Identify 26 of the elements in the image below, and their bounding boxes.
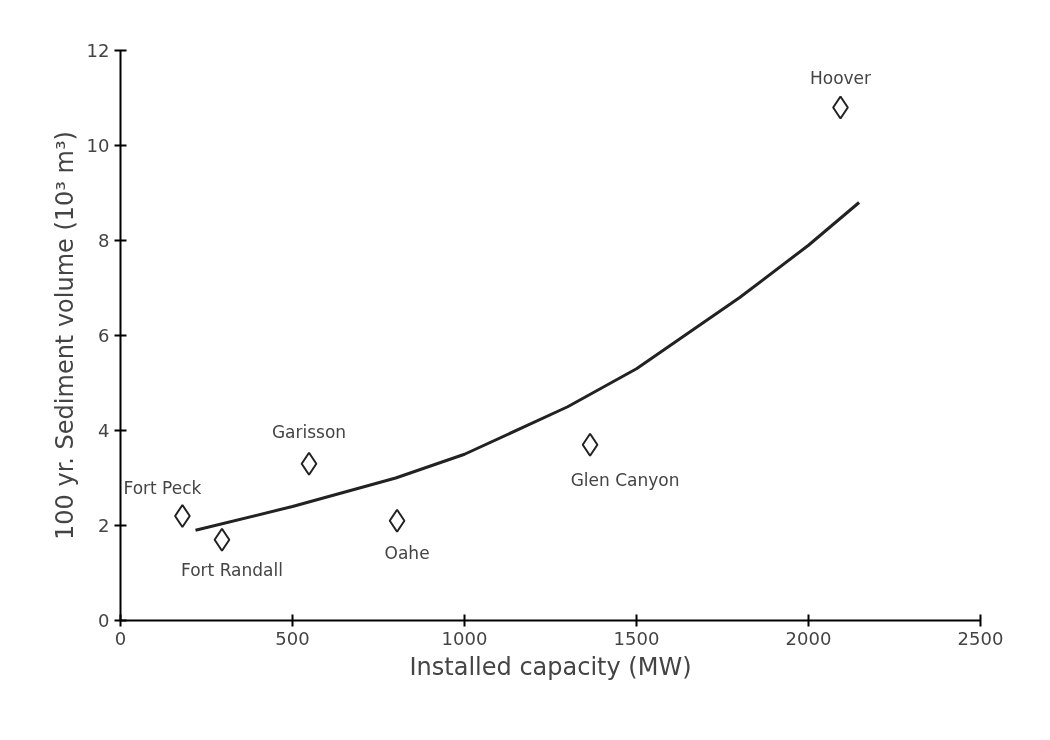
annotation: Oahe — [384, 542, 430, 563]
y-axis-title: 100 yr. Sediment volume (10³ m³) — [50, 131, 79, 540]
x-tick-label: 0 — [114, 627, 127, 649]
point — [388, 508, 406, 533]
y-tick-label: 6 — [98, 325, 110, 346]
annotation: Fort Randall — [181, 559, 283, 580]
x-tick-label: 2000 — [785, 627, 832, 649]
annotation: Hoover — [809, 67, 872, 88]
point — [213, 527, 231, 552]
y-tick-label: 8 — [98, 230, 110, 251]
x-tick-label: 2500 — [957, 627, 1004, 649]
x-tick-label: 500 — [275, 627, 310, 649]
x-tick-label: 1000 — [441, 627, 488, 649]
annotation: Glen Canyon — [570, 469, 680, 490]
y-tick-label: 0 — [98, 610, 110, 631]
point — [174, 504, 191, 528]
annotation: Fort Peck — [123, 478, 202, 498]
y-tick-label: 2 — [98, 515, 110, 536]
point — [581, 432, 599, 457]
x-tick-label: 1500 — [613, 627, 660, 649]
y-tick-label: 4 — [98, 420, 110, 441]
point — [300, 451, 318, 476]
y-tick-label: 10 — [86, 135, 110, 156]
annotation: Garisson — [271, 421, 347, 442]
y-tick-label: 12 — [86, 40, 110, 61]
x-axis-title: Installed capacity (MW) — [409, 652, 692, 681]
